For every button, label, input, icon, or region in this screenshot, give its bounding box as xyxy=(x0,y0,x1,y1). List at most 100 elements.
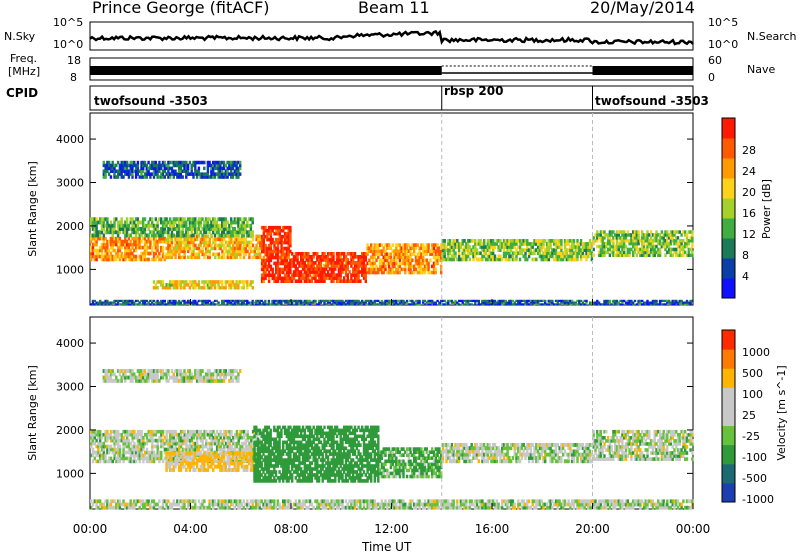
cell-1 xyxy=(242,464,245,469)
cell-1 xyxy=(170,249,174,254)
cell-7 xyxy=(569,257,572,262)
cell-0 xyxy=(104,438,107,443)
cell-0 xyxy=(118,453,122,458)
cell-0 xyxy=(134,236,138,241)
cell-9 xyxy=(418,299,421,303)
cell-0 xyxy=(149,242,152,247)
cell-6 xyxy=(212,230,215,235)
cell-6 xyxy=(224,220,227,225)
cell-7 xyxy=(474,248,477,252)
cell-9 xyxy=(470,299,473,303)
cell-9 xyxy=(151,299,154,303)
cell-9 xyxy=(224,299,227,303)
cell-10 xyxy=(158,166,161,171)
cell-8 xyxy=(597,236,601,240)
cell-2 xyxy=(242,286,245,290)
cell-0 xyxy=(215,435,219,440)
cell-9 xyxy=(579,299,583,303)
cell-4 xyxy=(317,273,321,277)
cell-9 xyxy=(675,301,678,304)
cell-1 xyxy=(185,240,188,245)
cell-9 xyxy=(581,303,585,306)
cell-6 xyxy=(97,230,100,235)
cell-2 xyxy=(176,280,179,284)
cell-1 xyxy=(183,237,186,242)
cell-1 xyxy=(203,252,206,257)
cell-6 xyxy=(129,220,132,225)
cell-8 xyxy=(596,230,599,234)
cell-9 xyxy=(339,303,342,306)
cell-4 xyxy=(317,258,321,262)
cell-6 xyxy=(99,220,102,225)
cell-2 xyxy=(260,431,263,436)
cell-0 xyxy=(156,438,159,443)
cell-1 xyxy=(183,451,186,456)
cell-9 xyxy=(513,301,516,304)
cell-9 xyxy=(639,301,642,304)
cell-0 xyxy=(205,432,208,437)
cell-7 xyxy=(590,245,594,249)
cell-0 xyxy=(142,438,145,443)
cell-8 xyxy=(626,233,629,237)
cell-1 xyxy=(226,243,229,248)
cell-9 xyxy=(353,299,357,303)
cell-1 xyxy=(259,255,262,260)
cell-1 xyxy=(239,451,242,456)
cell-1 xyxy=(181,240,184,245)
cell-3 xyxy=(280,270,283,275)
cell-7 xyxy=(563,239,567,243)
cell-8 xyxy=(673,241,676,246)
cell-0 xyxy=(140,254,143,259)
cell-0 xyxy=(161,251,165,256)
cell-10 xyxy=(120,160,123,165)
cell-1 xyxy=(230,249,233,254)
cell-6 xyxy=(237,223,240,228)
cell-0 xyxy=(178,447,181,452)
cell-1 xyxy=(187,243,190,248)
cell-5 xyxy=(368,267,371,272)
cell-0 xyxy=(183,432,186,437)
cell-10 xyxy=(226,160,229,165)
cell-4 xyxy=(337,273,341,277)
cell-1 xyxy=(201,458,204,463)
cell-8 xyxy=(682,230,685,234)
cell-7 xyxy=(538,245,542,249)
cell-0 xyxy=(199,438,203,443)
cell-0 xyxy=(244,450,248,455)
cell-0 xyxy=(197,429,201,434)
cell-4 xyxy=(323,279,326,283)
cell-6 xyxy=(203,230,206,235)
cell-6 xyxy=(197,220,201,225)
cell-9 xyxy=(594,301,597,304)
cell-0 xyxy=(135,453,138,458)
cell-5 xyxy=(425,267,428,272)
cell-4 xyxy=(332,267,335,271)
cell-0 xyxy=(179,435,183,440)
cell-5 xyxy=(427,264,430,269)
cell-6 xyxy=(127,227,131,231)
cell-9 xyxy=(578,303,581,306)
cell-10 xyxy=(219,166,222,171)
cell-10 xyxy=(215,160,218,165)
cell-0 xyxy=(165,447,168,452)
cell-4 xyxy=(303,261,306,265)
cell-6 xyxy=(240,233,244,238)
cell-10 xyxy=(124,166,127,171)
cell-1 xyxy=(251,461,254,466)
cell-7 xyxy=(527,242,531,246)
cell-8 xyxy=(619,244,622,249)
cell-9 xyxy=(441,303,445,306)
cell-0 xyxy=(102,453,105,458)
cell-0 xyxy=(167,444,170,449)
cell-4 xyxy=(353,255,357,259)
cell-7 xyxy=(472,257,475,262)
cell-1 xyxy=(203,255,206,260)
cell-6 xyxy=(247,230,251,235)
cell-1 xyxy=(217,255,220,260)
cell-3 xyxy=(283,258,287,263)
cell-4 xyxy=(321,279,324,283)
cell-7 xyxy=(544,251,547,256)
cell-9 xyxy=(493,299,497,303)
cell-5 xyxy=(387,255,391,260)
cell-0 xyxy=(176,435,179,440)
